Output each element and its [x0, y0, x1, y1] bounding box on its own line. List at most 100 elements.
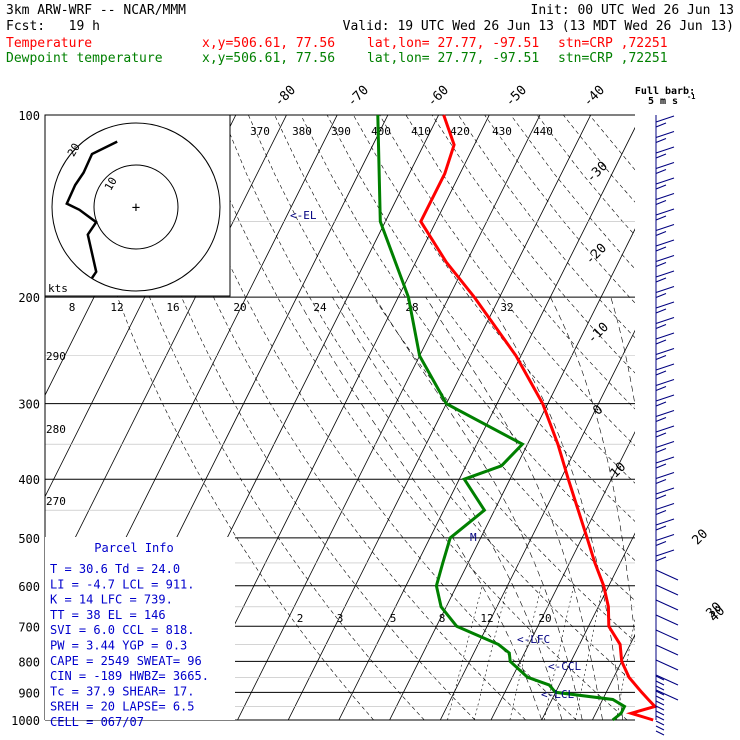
- wind-barb: [655, 503, 675, 510]
- wind-barb-half: [655, 355, 667, 360]
- hodograph-center: +: [132, 200, 140, 216]
- lcl-marker: <-LCL: [541, 688, 574, 701]
- theta-label: 290: [46, 350, 66, 363]
- wind-barb-half: [655, 169, 667, 174]
- wind-barb: [655, 644, 679, 656]
- wind-barb-half: [655, 122, 667, 128]
- wind-barb: [655, 239, 675, 247]
- m-marker: M: [470, 531, 477, 544]
- mixing-ratio-label: 3: [337, 612, 344, 625]
- parcel-info-row: K = 14 LFC = 739.: [50, 593, 173, 607]
- wind-barb-half: [655, 231, 667, 236]
- lfc-marker: <-LFC: [517, 633, 550, 646]
- parcel-info-row: PW = 3.44 YGP = 0.3: [50, 639, 187, 653]
- wind-barb: [655, 584, 679, 596]
- wind-barb: [655, 255, 675, 262]
- wind-barb: [655, 224, 675, 231]
- wind-barb-half: [655, 308, 667, 314]
- wind-barb-half: [655, 324, 667, 329]
- theta-label: 280: [46, 423, 66, 436]
- wind-barb: [655, 410, 675, 417]
- wind-barb: [655, 659, 679, 671]
- theta-e-label-lower: 8: [69, 301, 76, 314]
- pressure-label-200: 200: [18, 291, 40, 305]
- wind-barb: [655, 131, 675, 138]
- wind-barb-low: [655, 720, 665, 726]
- hodograph-trace: [65, 140, 118, 279]
- theta-e-label: 390: [331, 125, 351, 138]
- parcel-info-row: LI = -4.7 LCL = 911.: [50, 577, 195, 591]
- barb-legend-exponent: -1: [687, 93, 695, 101]
- pressure-label-100: 100: [18, 109, 40, 123]
- parcel-info-row: CAPE = 2549 SWEAT= 96: [50, 654, 202, 668]
- parcel-info-row: Tc = 37.9 SHEAR= 17.: [50, 684, 195, 698]
- valid-time: Valid: 19 UTC Wed 26 Jun 13 (13 MDT Wed …: [343, 19, 734, 34]
- wind-barb-low: [655, 700, 665, 706]
- wind-barb-half: [655, 215, 667, 221]
- hodograph-ring-outer: [51, 122, 221, 292]
- wind-barb: [655, 569, 679, 581]
- parcel-info-box: Parcel Info T = 30.6 Td = 24.0LI = -4.7 …: [45, 537, 235, 729]
- isotherm: [389, 228, 635, 720]
- wind-barb: [655, 549, 675, 557]
- temperature-legend-xy: x,y=506.61, 77.56: [202, 36, 335, 51]
- moist-adiabat: [296, 296, 542, 720]
- wind-barb-half: [655, 525, 667, 531]
- wind-barbs: [655, 115, 679, 736]
- wind-barb-half: [655, 401, 667, 407]
- isotherm: [439, 329, 635, 720]
- theta-e-label: 400: [371, 125, 391, 138]
- wind-barb-low: [655, 710, 665, 716]
- wind-barb: [655, 614, 679, 626]
- wind-barb-half: [655, 463, 667, 469]
- wind-barb-low: [655, 695, 665, 701]
- dewpoint-profile: [376, 114, 627, 722]
- theta-label: 270: [46, 495, 66, 508]
- pressure-label-500: 500: [18, 532, 40, 546]
- pressure-label-600: 600: [18, 580, 40, 594]
- pressure-label-900: 900: [18, 686, 40, 700]
- hodograph-ring-inner: [93, 164, 179, 250]
- wind-barb: [655, 487, 675, 495]
- theta-e-label: 380: [292, 125, 312, 138]
- wind-barb-half: [655, 262, 667, 267]
- dewpoint-legend-stn: stn=CRP ,72251: [558, 51, 668, 66]
- pressure-label-300: 300: [18, 398, 40, 412]
- wind-barb: [655, 425, 675, 433]
- mixing-ratio-label: 5: [390, 612, 397, 625]
- theta-e-label: 440: [533, 125, 553, 138]
- barb-legend-line2: 5 m s: [648, 96, 678, 107]
- wind-barb-low: [655, 685, 665, 691]
- wind-barb-low: [655, 715, 665, 721]
- pressure-label-1000: 1000: [11, 714, 40, 728]
- parcel-info-row: SREH = 20 LAPSE= 6.5: [50, 700, 195, 714]
- model-title: 3km ARW-WRF -- NCAR/MMM: [6, 3, 186, 18]
- temperature-legend-label: Temperature: [6, 36, 92, 51]
- wind-barb: [655, 518, 675, 526]
- wind-barb-half: [655, 184, 667, 190]
- dewpoint-legend-latlon: lat,lon= 27.77, -97.51: [367, 51, 539, 66]
- theta-e-label-lower: 20: [233, 301, 246, 314]
- wind-barb-half: [655, 417, 667, 422]
- forecast-hour: Fcst: 19 h: [6, 19, 100, 34]
- hodograph: + 10 20 kts: [44, 114, 231, 297]
- theta-e-label-lower: 24: [313, 301, 327, 314]
- parcel-info-row: CELL = 067/07: [50, 715, 144, 729]
- wind-barb: [655, 115, 675, 123]
- isotherm: [338, 126, 635, 720]
- wind-barb-half: [655, 277, 667, 283]
- parcel-info-row: CIN = -189 HWBZ= 3665.: [50, 669, 209, 683]
- hodograph-ring-label-10: 10: [102, 175, 120, 193]
- wind-barb: [655, 301, 675, 309]
- el-marker: <-EL: [290, 209, 317, 222]
- wind-barb-half: [655, 293, 667, 298]
- wind-barb: [655, 534, 675, 541]
- pressure-label-400: 400: [18, 473, 40, 487]
- wind-barb: [655, 286, 675, 293]
- moist-adiabat: [374, 296, 583, 720]
- wind-barb-half: [655, 479, 667, 484]
- init-time: Init: 00 UTC Wed 26 Jun 13: [531, 3, 735, 18]
- wind-barb: [655, 689, 679, 701]
- hodograph-ring-label-20: 20: [65, 141, 83, 159]
- parcel-info-row: TT = 38 EL = 146: [50, 608, 166, 622]
